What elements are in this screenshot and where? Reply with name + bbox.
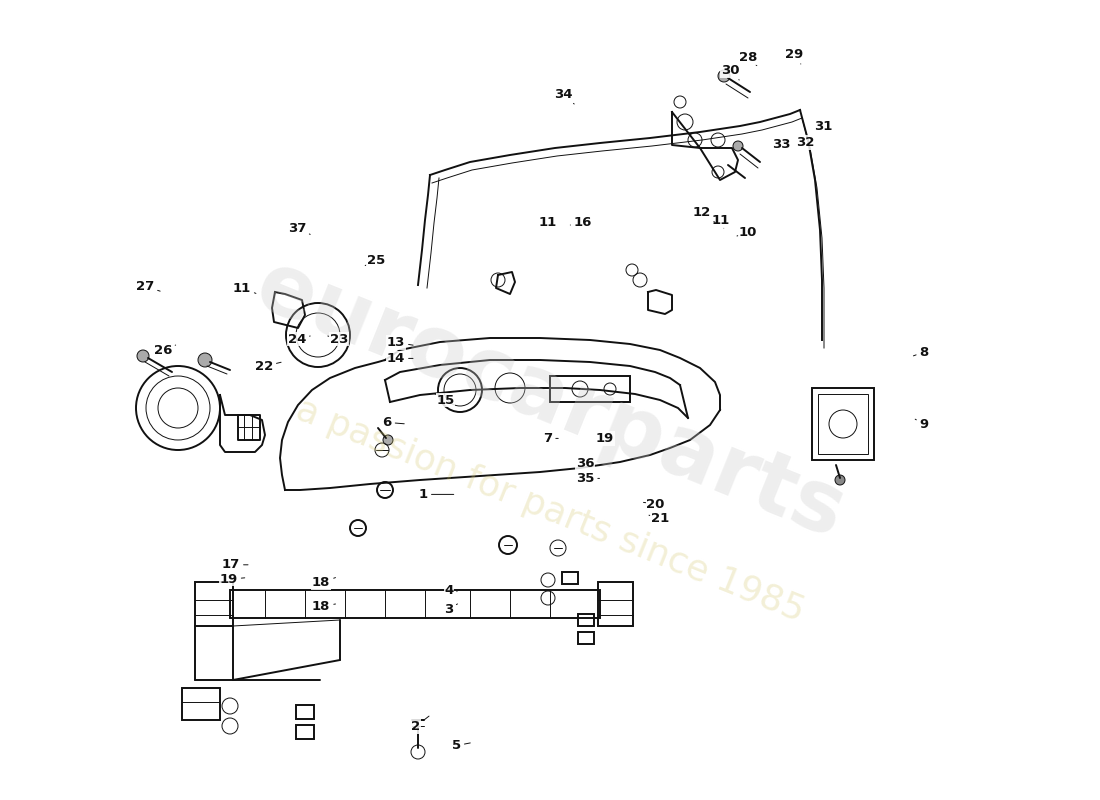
Text: 19: 19 xyxy=(596,432,614,445)
Text: 1: 1 xyxy=(419,488,453,501)
Text: 37: 37 xyxy=(288,222,310,234)
Bar xyxy=(598,582,632,626)
Text: 27: 27 xyxy=(136,280,161,293)
Text: 18: 18 xyxy=(312,576,336,589)
Bar xyxy=(562,572,578,584)
Text: 11: 11 xyxy=(539,216,557,229)
Text: 8: 8 xyxy=(913,346,928,358)
Text: 7: 7 xyxy=(543,432,558,445)
Text: 17: 17 xyxy=(222,558,248,571)
Text: 34: 34 xyxy=(554,88,574,104)
Text: 22: 22 xyxy=(255,360,282,373)
Text: 19: 19 xyxy=(220,573,244,586)
Bar xyxy=(578,614,594,626)
Text: 11: 11 xyxy=(233,282,256,294)
Text: 32: 32 xyxy=(796,136,814,149)
Bar xyxy=(230,590,600,618)
Text: 4: 4 xyxy=(444,584,456,597)
Text: 20: 20 xyxy=(644,498,664,510)
Bar xyxy=(195,582,233,626)
Circle shape xyxy=(383,435,393,445)
Bar xyxy=(296,725,314,739)
Text: eurocarparts: eurocarparts xyxy=(243,244,857,556)
Text: 35: 35 xyxy=(576,472,600,485)
Circle shape xyxy=(718,70,730,82)
Circle shape xyxy=(138,350,148,362)
Text: 18: 18 xyxy=(312,600,336,613)
Circle shape xyxy=(733,141,742,151)
Text: 14: 14 xyxy=(387,352,412,365)
Text: 13: 13 xyxy=(387,336,414,349)
Text: 21: 21 xyxy=(649,512,669,525)
Text: a passion for parts since 1985: a passion for parts since 1985 xyxy=(290,392,810,628)
Text: 5: 5 xyxy=(452,739,471,752)
Text: 16: 16 xyxy=(570,216,592,229)
Text: 23: 23 xyxy=(328,333,348,346)
Text: 3: 3 xyxy=(444,603,458,616)
Circle shape xyxy=(835,475,845,485)
Text: 30: 30 xyxy=(722,64,739,80)
Text: 33: 33 xyxy=(772,138,790,150)
Text: 26: 26 xyxy=(154,344,176,357)
Text: 24: 24 xyxy=(288,333,310,346)
Bar xyxy=(578,632,594,644)
Bar xyxy=(182,688,220,720)
Text: 36: 36 xyxy=(576,458,600,470)
Text: 6: 6 xyxy=(383,416,404,429)
Text: 31: 31 xyxy=(814,120,832,133)
Text: 12: 12 xyxy=(693,206,715,222)
Bar xyxy=(818,394,868,454)
Bar xyxy=(812,388,874,460)
Text: 29: 29 xyxy=(785,48,803,64)
Bar xyxy=(296,705,314,719)
Circle shape xyxy=(198,353,212,367)
Text: 15: 15 xyxy=(434,394,454,406)
Text: 10: 10 xyxy=(737,226,757,238)
Text: 25: 25 xyxy=(365,254,385,266)
Text: 11: 11 xyxy=(712,214,729,228)
Text: 28: 28 xyxy=(739,51,757,66)
Bar xyxy=(550,376,630,402)
Text: 9: 9 xyxy=(915,418,928,430)
Text: 2: 2 xyxy=(411,716,429,733)
